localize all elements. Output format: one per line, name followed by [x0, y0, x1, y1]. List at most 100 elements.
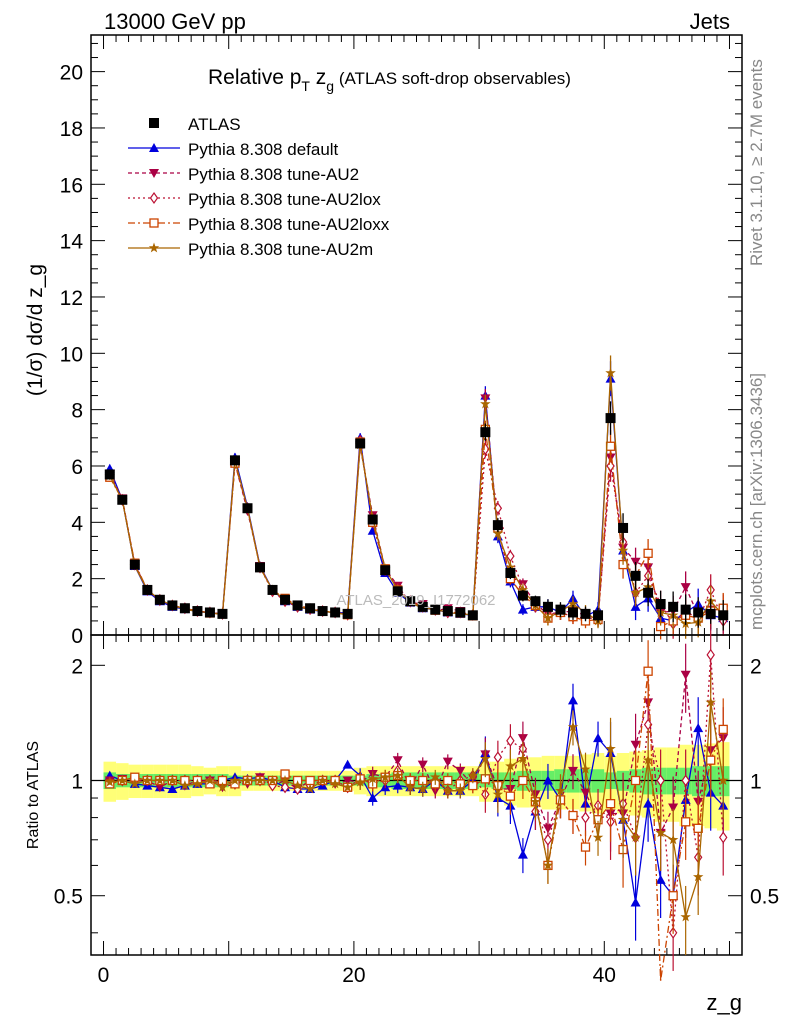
ratio-point [567, 695, 578, 705]
ratio-point [580, 842, 591, 852]
y-tick-label: 14 [60, 231, 84, 254]
ratio-point [643, 798, 654, 808]
ratio-point [493, 751, 503, 764]
y-tick-label: 18 [60, 118, 83, 141]
legend-label: Pythia 8.308 tune-AU2loxx [188, 215, 390, 234]
legend-label: Pythia 8.308 tune-AU2m [188, 240, 373, 259]
legend-marker [149, 169, 159, 178]
data-point [643, 587, 654, 598]
ratio-point [568, 810, 578, 821]
ratio-point [542, 775, 553, 785]
ratio-point [705, 696, 716, 707]
data-point [267, 584, 278, 595]
data-point [643, 548, 653, 558]
ratio-point [630, 740, 641, 750]
ratio-point [593, 733, 604, 743]
ratio-point [530, 796, 541, 807]
data-point [492, 528, 504, 538]
ratio-point [592, 831, 604, 842]
data-point [630, 587, 641, 598]
data-point [217, 608, 228, 619]
ratio-point [167, 775, 178, 785]
data-point [442, 606, 453, 617]
ratio-point [643, 666, 653, 676]
ratio-point [242, 775, 253, 785]
ratio-y-tick-label: 2 [71, 655, 83, 678]
ratio-point [517, 849, 528, 859]
data-point [292, 600, 303, 611]
ratio-point [642, 754, 654, 765]
data-point [154, 594, 165, 605]
data-point [392, 586, 403, 597]
ratio-series-4 [104, 671, 729, 956]
ratio-point [655, 874, 666, 884]
ratio-point [480, 753, 491, 764]
ratio-point [517, 753, 529, 764]
ratio-point [367, 773, 378, 784]
data-point [506, 550, 515, 563]
ratio-point [280, 781, 290, 794]
ratio-point [656, 774, 665, 787]
data-point [517, 604, 528, 614]
ratio-point [518, 775, 528, 786]
legend-marker [149, 191, 159, 205]
data-point [380, 565, 391, 576]
ratio-point [392, 780, 403, 790]
ratio-point [229, 775, 241, 785]
ratio-point [342, 781, 353, 792]
series-line [109, 378, 724, 622]
ratio-point [254, 775, 266, 785]
ratio-point [555, 785, 566, 796]
ratio-point [129, 778, 140, 789]
ratio-point [718, 724, 728, 735]
data-point [605, 413, 616, 424]
ratio-point [693, 723, 704, 733]
ratio-point [630, 897, 641, 907]
ratio-point [430, 771, 441, 782]
y-tick-label: 4 [71, 512, 83, 535]
ratio-point [630, 775, 641, 786]
data-point [680, 604, 691, 615]
ratio-point [142, 775, 153, 785]
data-point [455, 607, 466, 618]
ratio-point [329, 778, 341, 789]
ratio-point [492, 788, 504, 799]
data-point [330, 607, 341, 618]
data-point [617, 545, 629, 555]
data-point [517, 584, 529, 595]
ratio-point [681, 774, 690, 787]
main-panel: 0 2 4 6 8 10 12 14 16 18 20 [60, 34, 743, 648]
ratio-point [104, 776, 115, 787]
data-point [229, 455, 240, 466]
data-point [630, 601, 641, 611]
data-point [605, 441, 616, 451]
mcplots-note: mcplots.cern.ch [arXiv:1306.3436] [747, 373, 766, 630]
data-point [255, 562, 266, 573]
data-point [492, 520, 503, 531]
data-point [405, 596, 416, 607]
legend-label: Pythia 8.308 tune-AU2lox [188, 190, 381, 209]
ratio-panel: 0.5 0.51 12 20 20 40 [54, 623, 779, 987]
ratio-y-tick-label: 0.5 [54, 886, 83, 909]
data-point [680, 583, 691, 593]
ratio-point [605, 743, 616, 754]
ratio-point [506, 734, 515, 747]
y-tick-label: 10 [60, 343, 83, 366]
y-tick-label: 0 [71, 625, 83, 648]
ratio-point [417, 783, 428, 794]
ratio-point [179, 780, 191, 790]
data-point [605, 367, 616, 378]
ratio-point [442, 757, 453, 767]
ratio-point [443, 775, 453, 786]
data-point [430, 604, 441, 615]
ratio-point [505, 791, 516, 801]
x-tick-label: 0 [98, 964, 110, 987]
ratio-point [154, 783, 165, 793]
data-point [242, 503, 253, 514]
ratio-point [668, 803, 679, 813]
ratio-point [680, 911, 691, 922]
ratio-point [505, 760, 516, 771]
ratio-point [580, 763, 591, 774]
data-point [505, 561, 516, 572]
data-point [317, 606, 328, 617]
